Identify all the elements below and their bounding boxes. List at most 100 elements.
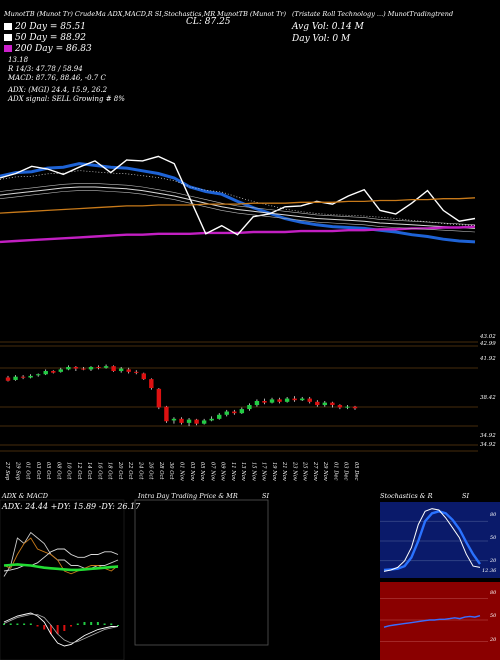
candle-down (5, 377, 11, 381)
candle-down (194, 419, 199, 424)
candle-up (269, 399, 275, 403)
intraday-panel (134, 499, 269, 646)
adx-panel (0, 499, 125, 660)
candle-down (315, 401, 320, 406)
moving-average-layer (0, 155, 476, 244)
macd-histogram-bar (110, 623, 113, 625)
price-level-1: 43.02 (480, 334, 496, 340)
adx-readout: ADX: 24.44 +DY: 15.89 -DY: 26.17 (2, 502, 141, 511)
date-label: 09 Nov (220, 462, 226, 481)
macd-histogram-bar (103, 623, 106, 625)
candle-up (88, 366, 94, 370)
macd-histogram-bar (23, 623, 26, 625)
legend-20-day-swatch (4, 23, 12, 30)
intraday-panel-title: Intra Day Trading Price & MR (138, 492, 238, 500)
macd-histogram-bar (117, 625, 119, 626)
date-label: 08 Oct (55, 462, 61, 480)
price-level-4: 38.42 (480, 395, 496, 401)
macd-histogram-bar (29, 623, 32, 625)
candle-up (171, 418, 177, 421)
stoch-tick-50: 50 (490, 535, 497, 541)
candle-down (156, 388, 162, 408)
candle-down (232, 411, 237, 414)
candle-up (239, 409, 245, 414)
date-label: 07 Nov (209, 462, 215, 481)
date-label: 03 Dec (343, 462, 349, 480)
date-label: 29 Sep (14, 461, 20, 481)
candle-up (43, 371, 48, 375)
candle-up (209, 418, 214, 421)
macd-series-signal (3, 614, 119, 644)
macd-histogram-bar (56, 625, 59, 634)
header-top-line: MunotTB (Munot Tr) CrudeMa ADX,MACD,R SI… (4, 10, 287, 18)
date-label: 14 Oct (86, 462, 92, 480)
close-label: CL: 87.25 (186, 17, 231, 27)
candle-up (322, 402, 328, 406)
adx-signal-line: ADX signal: SELL Growing # 8% (8, 95, 125, 103)
date-label: 11 Nov (230, 462, 236, 481)
rsi-tick-50: 50 (490, 613, 497, 619)
candle-down (277, 399, 282, 402)
candle-down (164, 406, 169, 422)
price-grid-layer (0, 341, 478, 452)
date-label: 27 Sep (4, 461, 10, 481)
candle-up (247, 405, 252, 410)
candle-up (66, 366, 71, 370)
date-label: 03 Nov (189, 462, 195, 481)
date-label: 12 Oct (76, 462, 82, 480)
ma-series-price (0, 155, 476, 236)
candle-down (51, 371, 56, 373)
candle-up (186, 419, 192, 423)
ma-series-20-day-dotted (0, 170, 476, 226)
date-label: 28 Oct (158, 461, 164, 480)
candle-down (111, 366, 116, 372)
candle-up (118, 368, 124, 372)
macd-histogram-bar (49, 625, 52, 634)
adx-line: ADX: (MGI) 24.4, 15.9, 26.2 (8, 86, 108, 94)
candle-up (13, 376, 18, 380)
price-level-3: 41.92 (480, 356, 496, 362)
candle-down (73, 366, 79, 369)
macd-histogram-bar (16, 623, 19, 625)
candle-down (96, 366, 101, 368)
legend-20-day: 20 Day = 85.51 (4, 22, 86, 32)
macd-lines (3, 612, 119, 647)
ma-series-20-day (0, 162, 476, 244)
legend-50-day: 50 Day = 88.92 (4, 33, 86, 43)
candle-down (307, 398, 312, 402)
candle-up (299, 398, 305, 401)
date-label: 20 Oct (117, 461, 123, 480)
candle-down (134, 371, 139, 373)
macd-histogram-bar (83, 622, 86, 625)
avg-vol-label: Avg Vol: 0.14 M (292, 22, 364, 32)
macd-histogram-bar (9, 623, 12, 625)
macd-histogram-bar (90, 622, 93, 625)
candle-down (292, 398, 297, 401)
candle-up (103, 366, 109, 368)
candle-up (201, 420, 207, 424)
candle-down (330, 402, 335, 406)
legend-20-day-label: 20 Day = 85.51 (15, 22, 87, 32)
rsi-panel (380, 582, 500, 660)
candle-down (337, 405, 343, 408)
candle-down (20, 376, 26, 378)
candle-up (28, 375, 33, 378)
candle-down (81, 368, 86, 370)
ma-series-200-day (0, 225, 476, 244)
macd-histogram-bar (63, 625, 66, 631)
date-label: 03 Oct (35, 462, 41, 480)
si-panel-title: SI (262, 492, 270, 500)
macd-histogram-bar (70, 625, 73, 627)
candle-up (254, 401, 260, 406)
candle-down (126, 369, 131, 372)
price-level-5: 34.92 (480, 433, 496, 439)
date-label: 01 Dec (332, 462, 338, 480)
candle-up (345, 406, 350, 408)
rsi-series-rsi (383, 615, 481, 628)
candle-down (141, 373, 146, 380)
stochastics-panel-title: Stochastics & R (380, 492, 433, 500)
date-label: 01 Nov (179, 462, 185, 481)
legend-50-day-label: 50 Day = 88.92 (15, 33, 87, 43)
adx-series-dy (3, 537, 119, 575)
